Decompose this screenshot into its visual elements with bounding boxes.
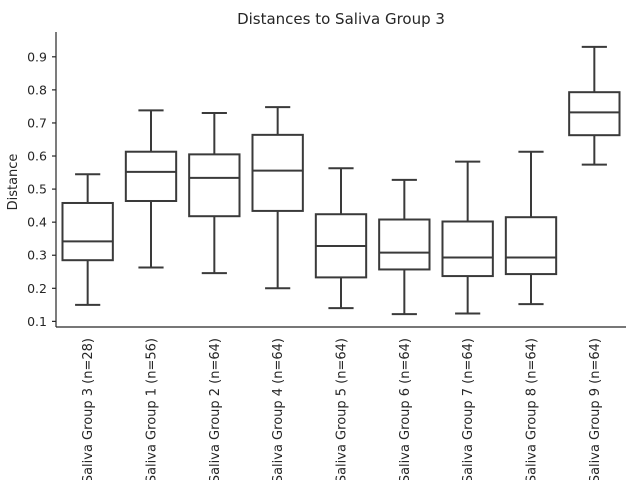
- y-axis-label: Distance: [6, 154, 21, 211]
- box-group: [251, 106, 304, 290]
- x-tick-label: Saliva Group 1 (n=56): [145, 338, 160, 480]
- iqr-box: [251, 133, 304, 212]
- box-group: [441, 160, 494, 315]
- box-group: [504, 150, 558, 306]
- boxes: [61, 45, 621, 316]
- x-labels: Saliva Group 3 (n=28) Saliva Group 1 (n=5…: [81, 338, 603, 480]
- box-group: [124, 109, 178, 269]
- y-tick-label: 0.9: [27, 49, 47, 64]
- y-tick-label: 0.3: [27, 248, 47, 263]
- y-tick-label: 0.4: [27, 215, 47, 230]
- box-group: [188, 112, 241, 275]
- iqr-box: [568, 91, 621, 137]
- box-group: [568, 45, 621, 166]
- iqr-box: [61, 201, 114, 262]
- y-tick-label: 0.2: [27, 281, 47, 296]
- y-tick-label: 0.5: [27, 182, 47, 197]
- x-tick-label: Saliva Group 2 (n=64): [208, 338, 223, 480]
- x-tick-label: Saliva Group 4 (n=64): [271, 338, 286, 480]
- x-tick-label: Saliva Group 5 (n=64): [335, 338, 350, 480]
- box-group: [61, 173, 114, 306]
- iqr-box: [504, 216, 558, 276]
- y-ticks: 0.1 0.2 0.3 0.4 0.5 0.6 0.7 0.8 0.9: [27, 49, 56, 329]
- iqr-box: [188, 153, 241, 218]
- x-tick-label: Saliva Group 7 (n=64): [461, 338, 476, 480]
- y-tick-label: 0.8: [27, 82, 47, 97]
- x-tick-label: Saliva Group 6 (n=64): [398, 338, 413, 480]
- iqr-box: [441, 220, 494, 278]
- iqr-box: [378, 218, 431, 271]
- iqr-box: [124, 150, 178, 202]
- x-tick-label: Saliva Group 9 (n=64): [588, 338, 603, 480]
- chart-title: Distances to Saliva Group 3: [237, 10, 445, 28]
- box-group: [314, 167, 368, 310]
- y-tick-label: 0.6: [27, 149, 47, 164]
- box-group: [378, 178, 431, 316]
- y-tick-label: 0.1: [27, 314, 47, 329]
- x-tick-label: Saliva Group 3 (n=28): [81, 338, 96, 480]
- y-tick-label: 0.7: [27, 115, 47, 130]
- x-tick-label: Saliva Group 8 (n=64): [525, 338, 540, 480]
